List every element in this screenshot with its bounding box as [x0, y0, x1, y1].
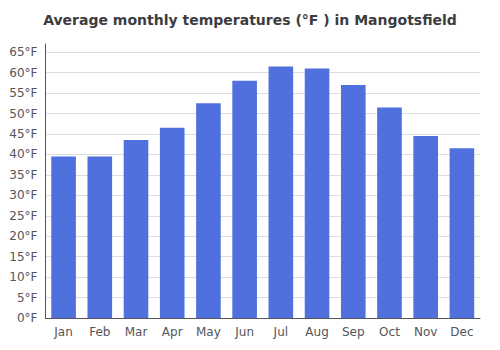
svg-text:20°F: 20°F: [9, 229, 37, 243]
svg-text:15°F: 15°F: [9, 250, 37, 264]
svg-text:30°F: 30°F: [9, 188, 37, 202]
svg-text:Oct: Oct: [379, 325, 400, 339]
svg-text:Feb: Feb: [89, 325, 110, 339]
svg-text:Average monthly temperatures (: Average monthly temperatures (°F ) in Ma…: [43, 12, 457, 28]
svg-text:Dec: Dec: [450, 325, 473, 339]
svg-text:Sep: Sep: [342, 325, 365, 339]
svg-text:0°F: 0°F: [17, 311, 38, 325]
svg-text:Jun: Jun: [234, 325, 254, 339]
svg-text:Mar: Mar: [125, 325, 148, 339]
svg-text:Aug: Aug: [305, 325, 328, 339]
svg-text:5°F: 5°F: [17, 291, 38, 305]
svg-text:25°F: 25°F: [9, 209, 37, 223]
svg-text:Jul: Jul: [273, 325, 288, 339]
svg-text:55°F: 55°F: [9, 86, 37, 100]
svg-text:35°F: 35°F: [9, 168, 37, 182]
svg-text:45°F: 45°F: [9, 127, 37, 141]
svg-text:Apr: Apr: [162, 325, 183, 339]
svg-text:May: May: [196, 325, 221, 339]
svg-text:65°F: 65°F: [9, 45, 37, 59]
svg-text:10°F: 10°F: [9, 270, 37, 284]
svg-text:40°F: 40°F: [9, 147, 37, 161]
svg-text:Jan: Jan: [53, 325, 72, 339]
svg-text:50°F: 50°F: [9, 107, 37, 121]
svg-text:Nov: Nov: [414, 325, 437, 339]
svg-text:60°F: 60°F: [9, 66, 37, 80]
